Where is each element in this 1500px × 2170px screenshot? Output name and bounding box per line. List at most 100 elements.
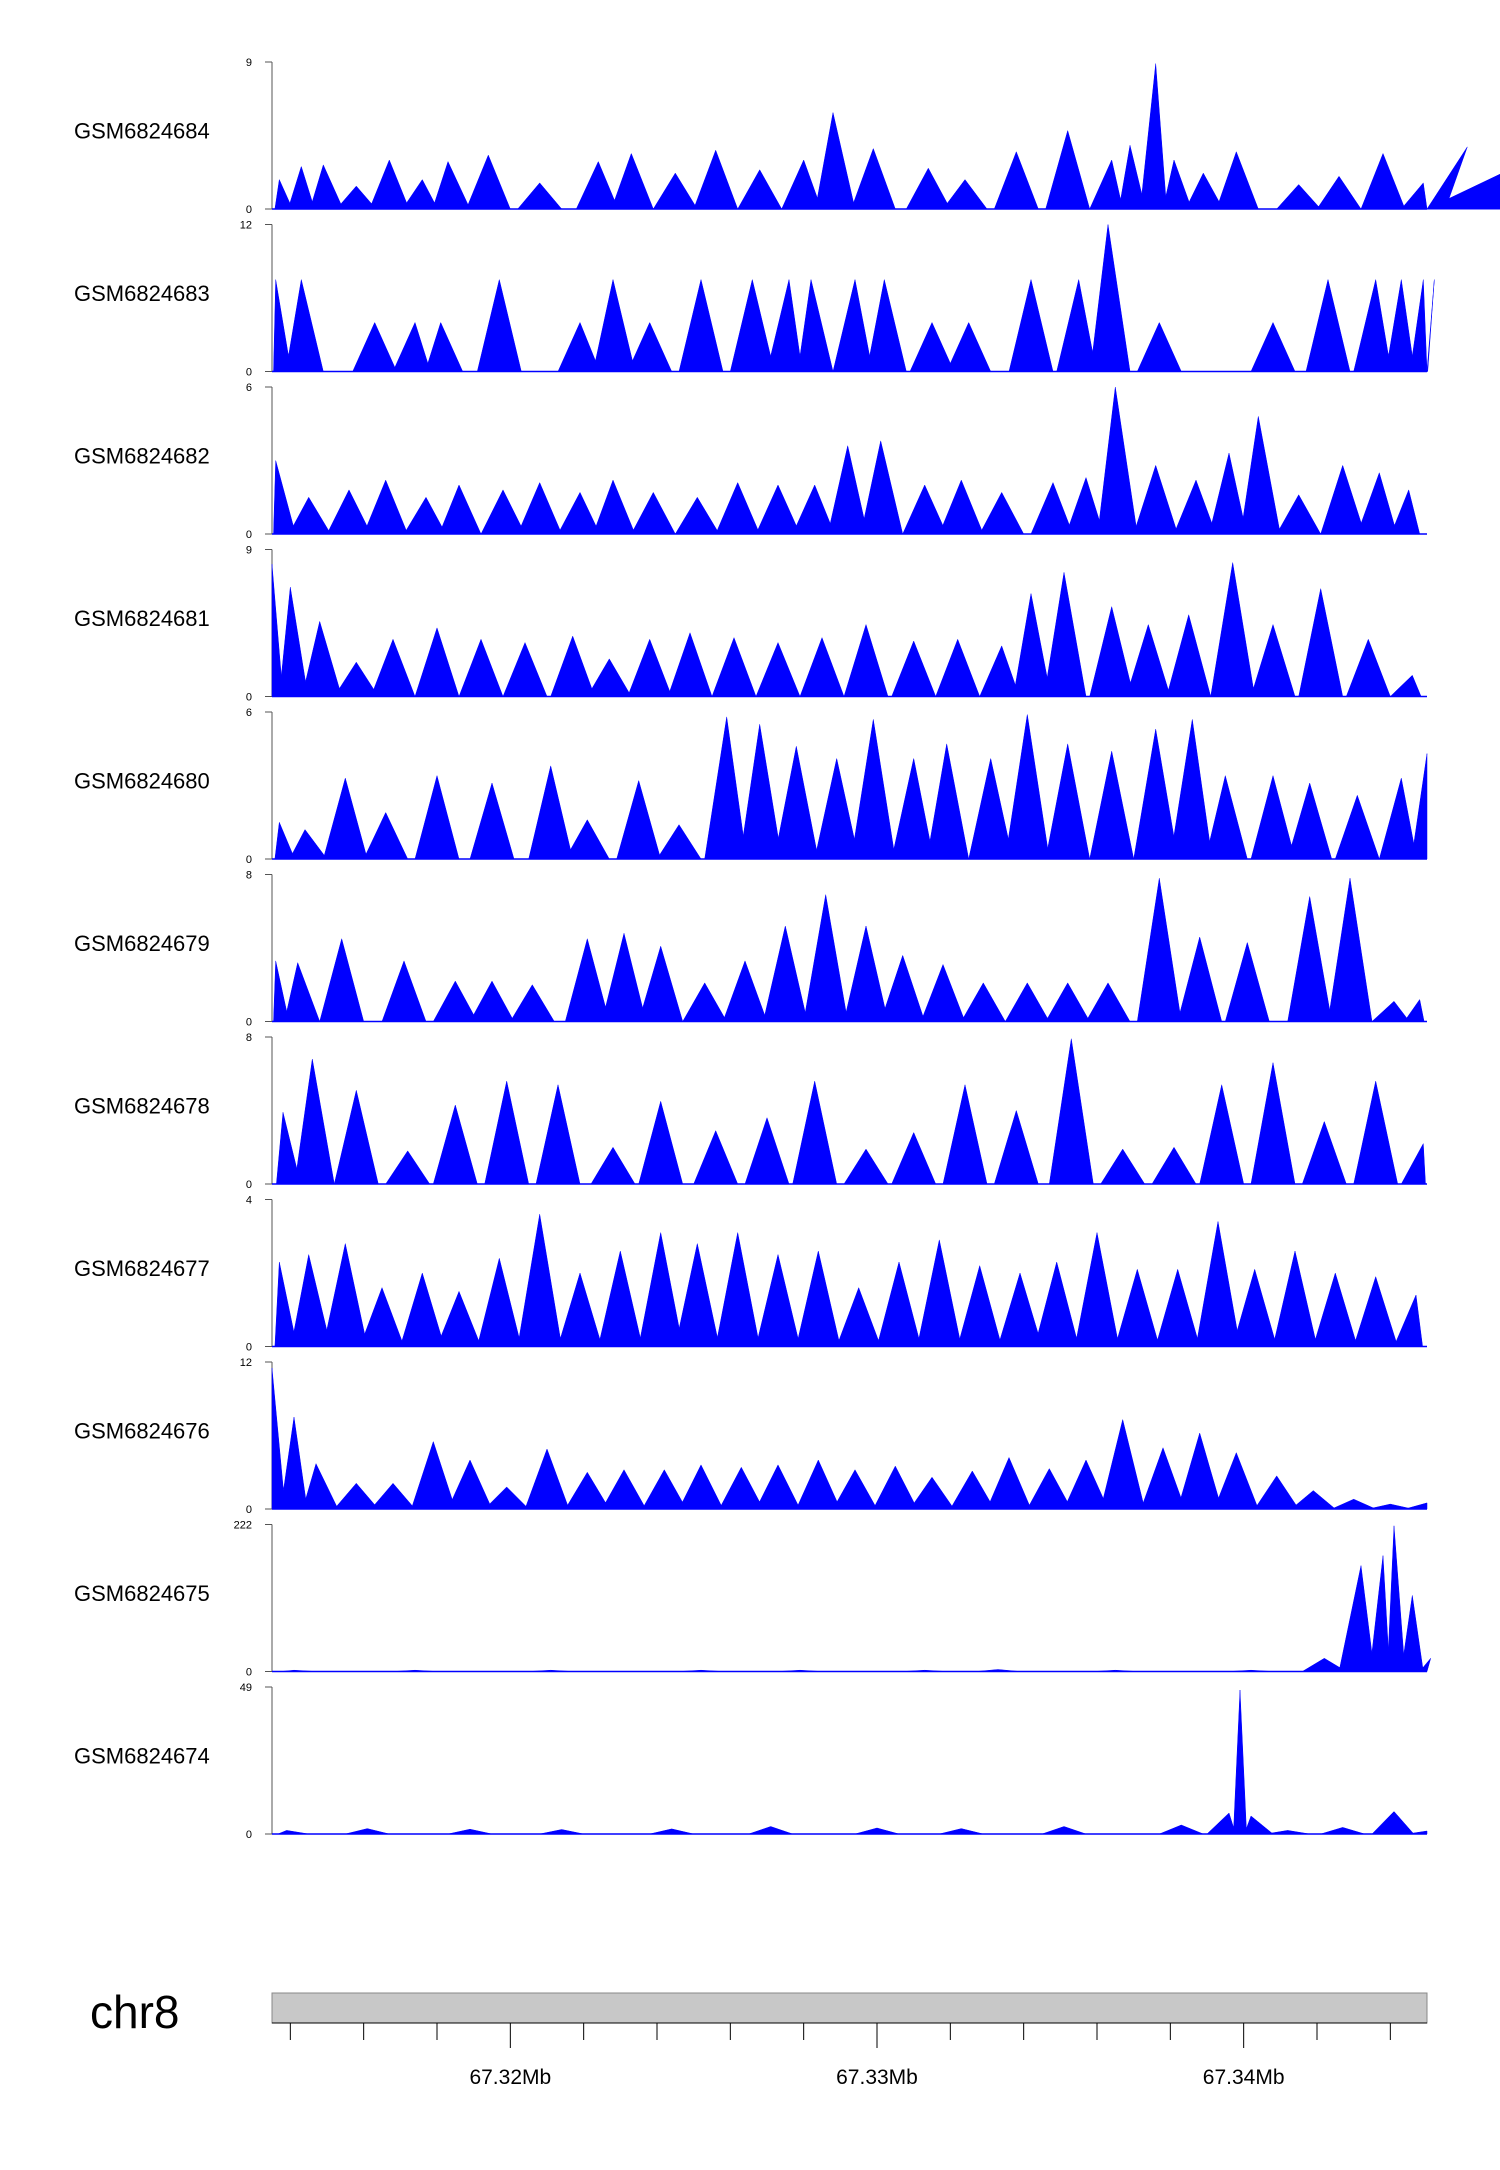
signal-peak	[1089, 751, 1135, 860]
signal-peak	[1404, 1502, 1428, 1510]
signal-peak	[517, 481, 563, 535]
signal-peak	[309, 164, 344, 210]
signal-peak	[678, 1464, 724, 1510]
signal-peak	[1140, 1447, 1186, 1510]
chromosome-ideogram	[271, 1992, 1428, 2024]
track-GSM6824682: GSM6824682 6 0	[74, 382, 1427, 541]
y-axis-max-label: 9	[246, 545, 252, 557]
signal-peak	[1272, 1250, 1318, 1347]
track-GSM6824680: GSM6824680 6 0	[74, 707, 1428, 866]
signal-peak	[993, 1109, 1039, 1185]
signal-peak	[1125, 623, 1171, 697]
signal-peak	[1232, 1268, 1278, 1347]
signal-peak	[854, 1827, 900, 1835]
signal-peak	[284, 961, 321, 1022]
y-axis-min-label: 0	[246, 1342, 252, 1354]
signal-peak	[611, 152, 654, 210]
signal-peak	[1004, 982, 1050, 1022]
signal-peak	[322, 1243, 368, 1347]
y-axis-max-label: 6	[246, 707, 252, 719]
signal-peak	[649, 1828, 694, 1835]
signal-peak	[1177, 936, 1223, 1022]
signal-peak	[517, 182, 563, 210]
signal-peak	[1013, 593, 1052, 697]
track-label: GSM6824681	[74, 606, 210, 631]
signal-peak	[1056, 279, 1097, 372]
signal-peak	[797, 279, 834, 372]
signal-peak	[1045, 129, 1091, 210]
signal-peak	[722, 960, 768, 1022]
signal-peak	[381, 960, 427, 1022]
signal-peak	[1393, 1294, 1423, 1347]
signal-peak	[447, 1459, 493, 1510]
signal-peak	[274, 821, 296, 860]
signal-peak	[326, 489, 372, 535]
signal-peak	[1305, 279, 1351, 372]
signal-peak	[333, 1482, 379, 1510]
signal-peak	[795, 1459, 841, 1510]
signal-peak	[1353, 1081, 1399, 1185]
signal-peak	[773, 746, 819, 860]
signal-peak	[979, 491, 1025, 535]
signal-peak	[1063, 1459, 1109, 1510]
signal-peak	[1205, 775, 1248, 860]
signal-peak	[678, 279, 724, 372]
track-label: GSM6824676	[74, 1418, 210, 1443]
signal-peak	[667, 632, 713, 697]
signal-peak	[273, 460, 296, 535]
signal-peak	[832, 279, 873, 372]
signal-peak	[1276, 494, 1322, 535]
signal-peak	[1213, 1452, 1259, 1510]
signal-peak	[392, 321, 431, 372]
signal-peak	[715, 1232, 761, 1347]
signal-peak	[322, 777, 368, 860]
signal-peak	[601, 933, 647, 1022]
signal-peak	[638, 1100, 684, 1185]
track-label: GSM6824682	[74, 443, 210, 468]
signal-peak	[279, 587, 309, 697]
signal-peak	[792, 1081, 838, 1185]
signal-peak	[1371, 1811, 1415, 1835]
signal-peak	[575, 160, 619, 210]
signal-peak	[502, 641, 548, 697]
signal-peak	[1331, 1498, 1376, 1510]
signal-peak	[902, 484, 948, 535]
signal-peak	[1400, 1142, 1426, 1185]
signal-peak	[638, 945, 684, 1022]
track-GSM6824675: GSM6824675 222 0	[74, 1520, 1431, 1679]
signal-peak	[288, 496, 332, 535]
signal-peak	[674, 1243, 720, 1347]
signal-peak	[1155, 1268, 1201, 1347]
signal-peak	[909, 1476, 955, 1510]
signal-peak	[1298, 588, 1344, 697]
signal-peak	[1353, 279, 1392, 372]
track-label: GSM6824684	[74, 118, 210, 143]
x-axis-tick-label: 67.32Mb	[469, 2066, 551, 2089]
signal-peak	[369, 159, 410, 210]
signal-peak	[641, 1469, 687, 1510]
y-axis-min-label: 0	[246, 367, 252, 379]
signal-peak	[1287, 896, 1332, 1022]
signal-peak	[766, 279, 803, 372]
signal-peak	[997, 1272, 1043, 1347]
signal-peak	[891, 758, 934, 860]
signal-peak	[476, 279, 522, 372]
y-axis-max-label: 8	[246, 1032, 252, 1044]
signal-peak	[656, 824, 702, 860]
signal-peak	[557, 1272, 603, 1347]
signal-peak	[693, 1130, 739, 1185]
signal-peak	[1287, 782, 1333, 860]
signal-peak	[1401, 1595, 1424, 1672]
signal-peak	[1224, 941, 1270, 1022]
signal-peak	[926, 743, 970, 860]
y-axis-max-label: 222	[234, 1520, 252, 1532]
signal-peak	[755, 484, 801, 535]
signal-peak	[1173, 479, 1217, 535]
signal-peak	[729, 279, 775, 372]
y-axis-min-label: 0	[246, 854, 252, 866]
signal-peak	[564, 1471, 610, 1510]
y-axis-max-label: 49	[240, 1682, 252, 1694]
signal-peak	[781, 159, 822, 210]
signal-peak	[938, 479, 984, 535]
y-axis-min-label: 0	[246, 1667, 252, 1679]
